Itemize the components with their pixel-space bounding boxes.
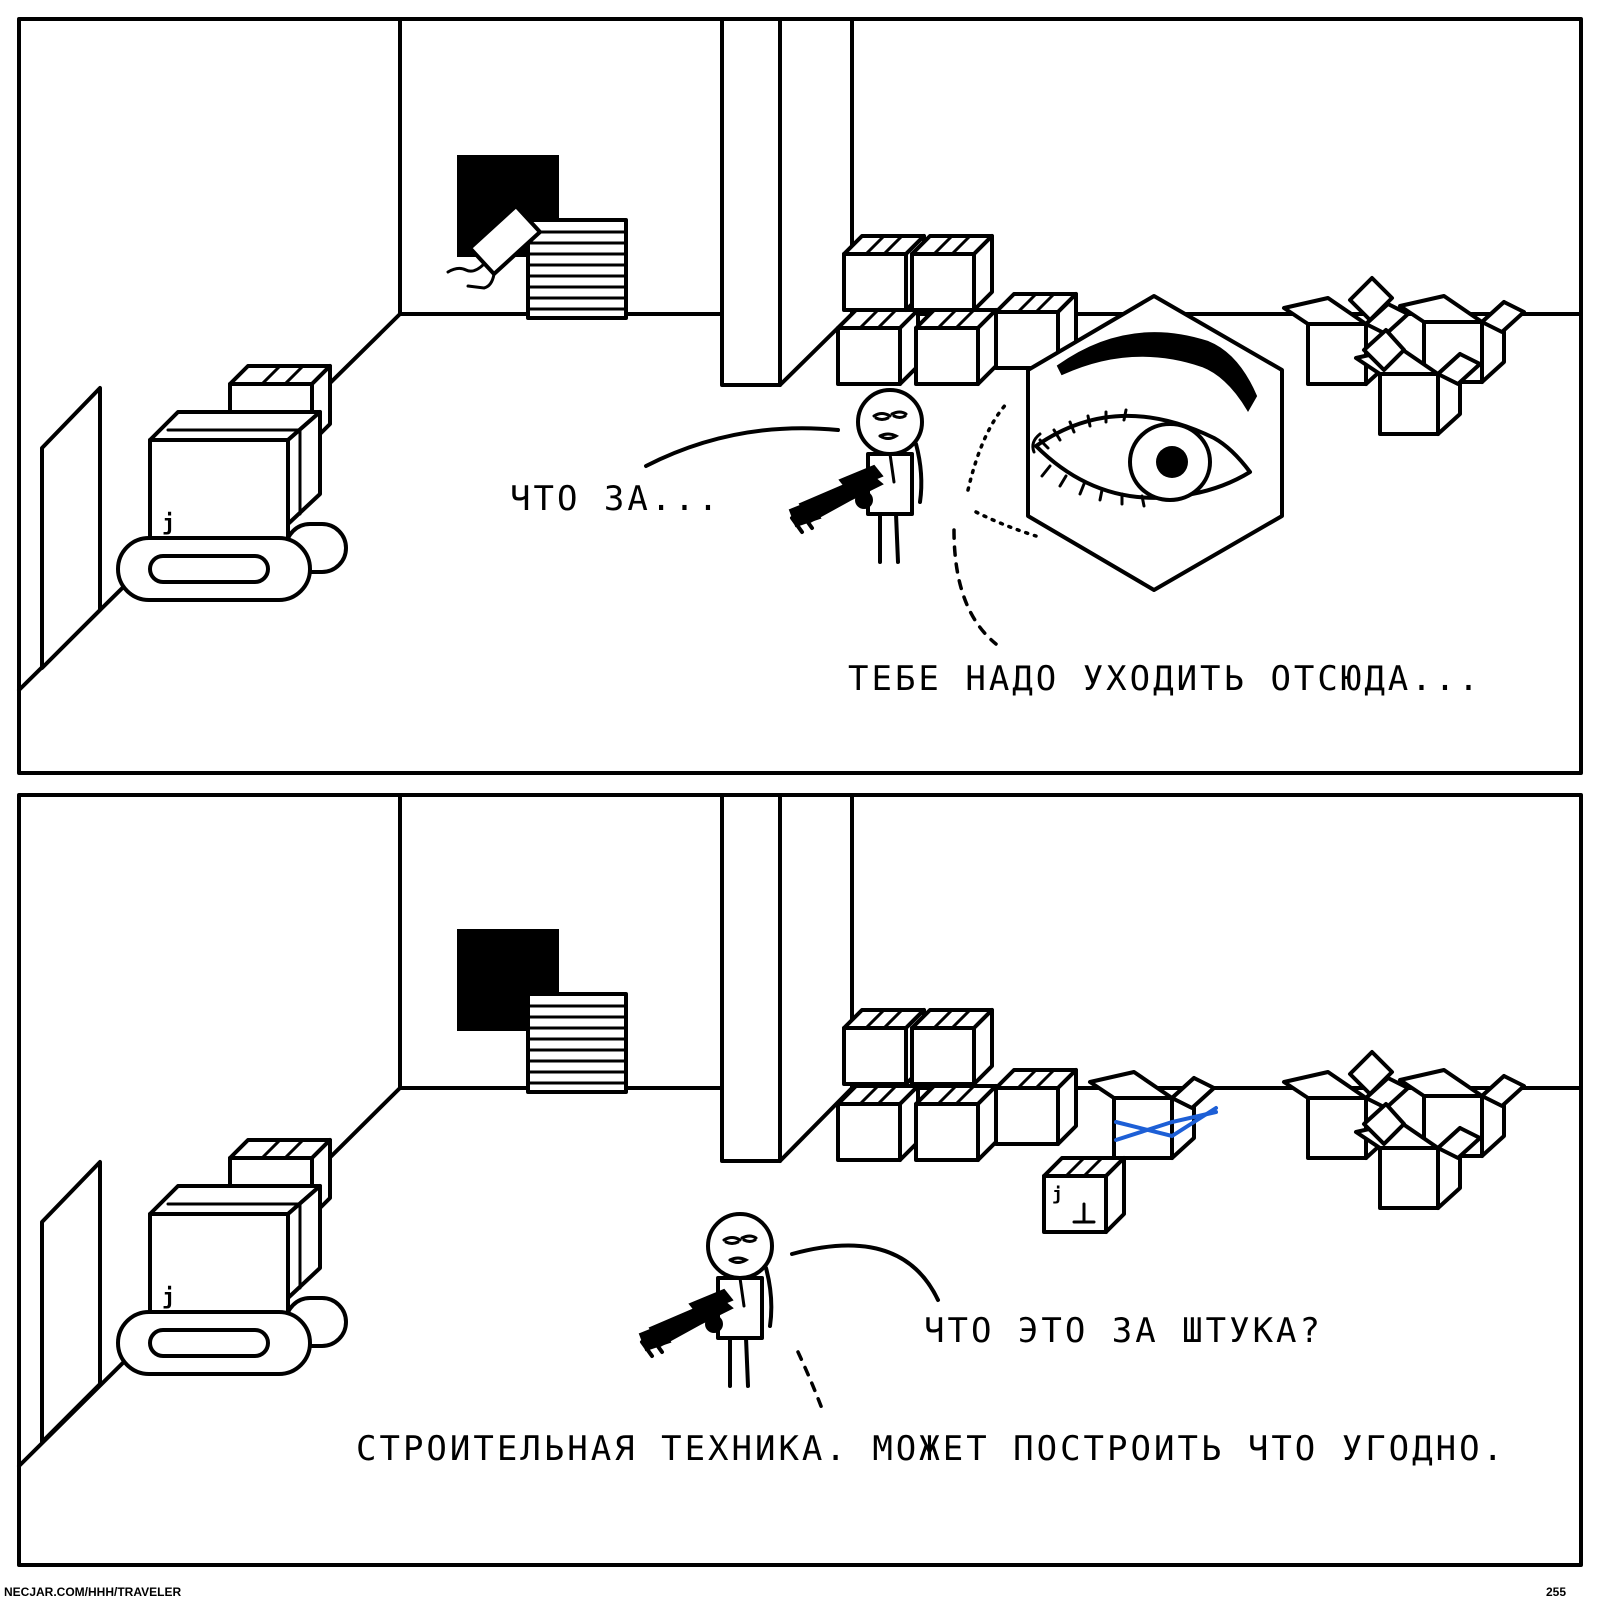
panel-2-character [638,1212,774,1388]
tracked-builder-machine [116,364,348,602]
panel-1-character [788,388,924,564]
svg-text:j: j [1052,1184,1063,1205]
speech-line-answer [796,1350,826,1416]
speech-leave: ТЕБЕ НАДО УХОДИТЬ ОТСЮДА... [848,659,1482,699]
footer-page-number: 255 [1546,1585,1566,1599]
speech-line-leave [952,528,998,646]
speech-question: ЧТО ЭТО ЗА ШТУКА? [924,1311,1323,1351]
speech-what: ЧТО ЗА... [510,479,721,519]
panel-2-room [17,793,1583,1468]
open-boxes-right [1282,276,1526,436]
panel-2-frame [17,793,1583,1567]
eye-hexagon [1026,294,1284,592]
eye-pointer-top [966,400,1010,492]
footer-url: NECJAR.COM/HHH/TRAVELER [4,1585,181,1599]
box-stack-left [836,1008,1078,1162]
speech-answer: СТРОИТЕЛЬНАЯ ТЕХНИКА. МОЖЕТ ПОСТРОИТЬ ЧТ… [356,1429,1506,1469]
speech-line-what [644,426,840,468]
tracked-builder-machine [116,1138,348,1376]
wall-vent [526,992,628,1094]
open-box-blue-tape [1088,1070,1218,1160]
panel-2: j ЧТО ЭТО ЗА ШТУКА? СТРОИТЕЛЬНАЯ ТЕХНИКА… [17,793,1583,1567]
wall-vent [526,218,628,320]
built-box: j [1042,1156,1126,1234]
speech-line-question [790,1243,940,1302]
small-robot [446,204,542,290]
panel-1: ЧТО ЗА... ТЕБЕ НАДО УХОДИТЬ ОТСЮДА... [17,17,1583,775]
open-boxes-right [1282,1050,1526,1210]
